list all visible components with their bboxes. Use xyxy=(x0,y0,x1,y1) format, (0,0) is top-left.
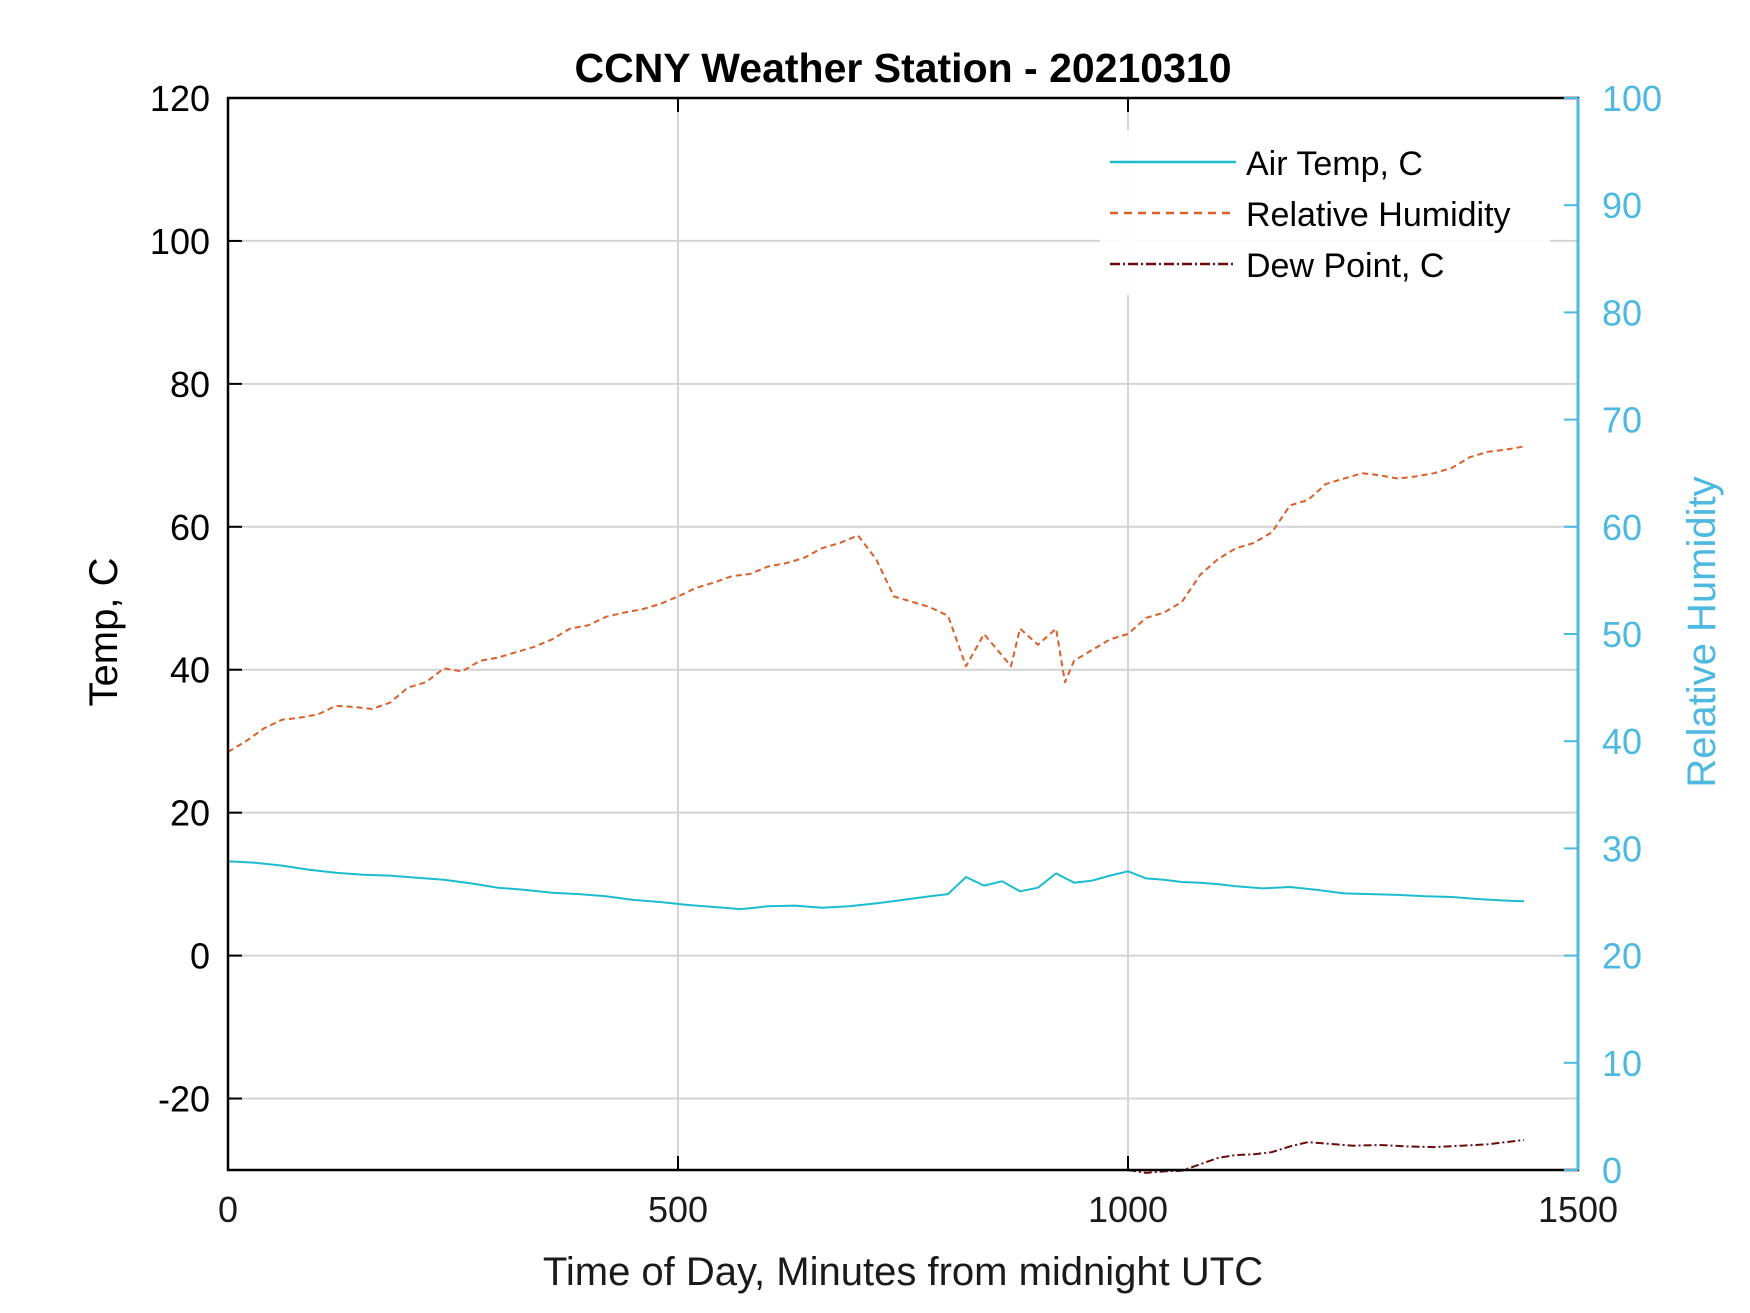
x-tick-label: 500 xyxy=(648,1189,708,1230)
x-tick-label: 0 xyxy=(218,1189,238,1230)
y-tick-label-right: 50 xyxy=(1602,614,1642,655)
y-axis-label-left: Temp, C xyxy=(82,558,126,707)
y-tick-label-right: 60 xyxy=(1602,507,1642,548)
legend-label-humidity: Relative Humidity xyxy=(1246,196,1511,234)
y-tick-label-left: 40 xyxy=(170,650,210,691)
y-axis-label-right: Relative Humidity xyxy=(1680,476,1724,787)
y-tick-label-right: 30 xyxy=(1602,828,1642,869)
y-tick-label-right: 100 xyxy=(1602,78,1662,119)
y-tick-label-right: 20 xyxy=(1602,936,1642,977)
y-tick-label-left: 20 xyxy=(170,793,210,834)
legend: Air Temp, C Relative Humidity Dew Point,… xyxy=(1100,130,1550,295)
legend-label-dew-point: Dew Point, C xyxy=(1246,247,1444,285)
y-tick-label-left: 100 xyxy=(150,221,210,262)
y-tick-label-right: 90 xyxy=(1602,185,1642,226)
x-tick-label: 1000 xyxy=(1088,1189,1168,1230)
series-air-temp xyxy=(227,860,1525,911)
series-relative-humidity xyxy=(227,445,1525,753)
y-tick-label-right: 10 xyxy=(1602,1043,1642,1084)
y-tick-label-right: 70 xyxy=(1602,400,1642,441)
x-tick-label: 1500 xyxy=(1538,1189,1618,1230)
x-axis-label: Time of Day, Minutes from midnight UTC xyxy=(543,1250,1263,1294)
y-tick-label-left: 0 xyxy=(190,936,210,977)
y-tick-label-left: -20 xyxy=(158,1079,210,1120)
y-tick-label-right: 40 xyxy=(1602,721,1642,762)
legend-label-air-temp: Air Temp, C xyxy=(1246,145,1423,183)
y-tick-label-right: 0 xyxy=(1602,1150,1622,1191)
legend-background xyxy=(1100,130,1550,295)
y-tick-label-left: 60 xyxy=(170,507,210,548)
y-tick-label-left: 80 xyxy=(170,364,210,405)
y-tick-label-right: 80 xyxy=(1602,292,1642,333)
y-tick-label-left: 120 xyxy=(150,78,210,119)
series-layer xyxy=(227,445,1525,1174)
chart-title: CCNY Weather Station - 20210310 xyxy=(574,45,1231,91)
